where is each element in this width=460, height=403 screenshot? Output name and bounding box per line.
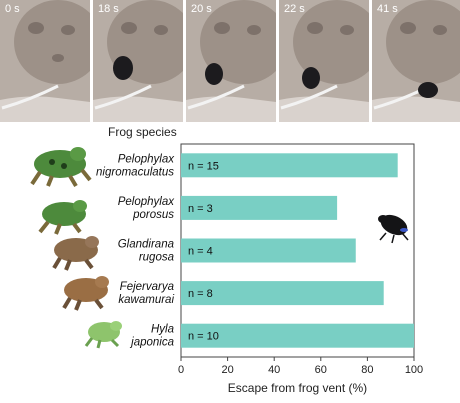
frog-icon-pelophylax-porosus — [38, 200, 87, 235]
beetle-shape — [113, 56, 133, 80]
x-tick-label: 40 — [268, 364, 280, 376]
frog-vent-photo — [186, 0, 276, 122]
species-label: Pelophylax — [118, 153, 176, 165]
beetle-shape — [302, 67, 320, 89]
bar-count-label: n = 3 — [188, 203, 213, 215]
bar-count-label: n = 4 — [188, 246, 213, 258]
frame-time-label: 22 s — [284, 3, 305, 15]
video-frame-2: 18 s — [93, 0, 183, 122]
bar — [181, 323, 414, 348]
x-tick-label: 0 — [178, 364, 184, 376]
bar — [181, 195, 338, 220]
frame-time-label: 20 s — [191, 3, 212, 15]
x-axis-ticks: 0 20 40 60 80 100 — [178, 357, 423, 376]
bar — [181, 281, 384, 306]
chart-title: Frog species — [108, 125, 177, 139]
species-label: nigromaculatus — [96, 166, 174, 178]
species-label: Hyla — [151, 324, 174, 336]
frog-vent-photo — [372, 0, 460, 122]
video-frame-4: 22 s — [279, 0, 369, 122]
frog-vent-photo — [93, 0, 183, 122]
species-label: rugosa — [139, 252, 174, 264]
frog-icon-fejervarya-kawamurai — [62, 276, 109, 311]
x-tick-label: 60 — [315, 364, 327, 376]
frog-illustrations — [30, 147, 122, 349]
bars — [181, 153, 414, 348]
beetle-shape — [418, 82, 438, 98]
frame-time-label: 18 s — [98, 3, 119, 15]
frog-vent-photo — [279, 0, 369, 122]
video-frame-1: 0 s — [0, 0, 90, 122]
bar-count-label: n = 10 — [188, 331, 219, 343]
beetle-shape — [205, 63, 223, 85]
frog-icon-pelophylax-nigromaculatus — [30, 147, 92, 188]
species-label: porosus — [132, 209, 174, 221]
frame-time-label: 41 s — [377, 3, 398, 15]
species-label: japonica — [129, 337, 174, 349]
frog-icon-hyla-japonica — [84, 321, 122, 349]
x-tick-label: 20 — [221, 364, 233, 376]
species-label: Fejervarya — [120, 281, 174, 293]
video-frame-3: 20 s — [186, 0, 276, 122]
x-axis-label: Escape from frog vent (%) — [228, 381, 367, 395]
species-label: Pelophylax — [118, 196, 176, 208]
species-label: kawamurai — [118, 294, 174, 306]
bar — [181, 238, 356, 263]
frame-time-label: 0 s — [5, 3, 20, 15]
frog-icon-glandirana-rugosa — [52, 236, 99, 271]
bar-labels: n = 15 n = 3 n = 4 n = 8 n = 10 — [188, 160, 219, 342]
species-labels: PelophylaxnigromaculatusPelophylaxporosu… — [96, 153, 175, 348]
bar-count-label: n = 8 — [188, 288, 213, 300]
video-frame-5: 41 s — [372, 0, 460, 122]
x-tick-label: 80 — [361, 364, 373, 376]
bar — [181, 153, 398, 178]
video-frames-strip: 0 s 18 s 20 s — [0, 0, 460, 122]
beetle-icon — [378, 214, 409, 244]
x-tick-label: 100 — [405, 364, 423, 376]
bar-count-label: n = 15 — [188, 160, 219, 172]
species-label: Glandirana — [118, 239, 174, 251]
frog-vent-photo — [0, 0, 90, 122]
